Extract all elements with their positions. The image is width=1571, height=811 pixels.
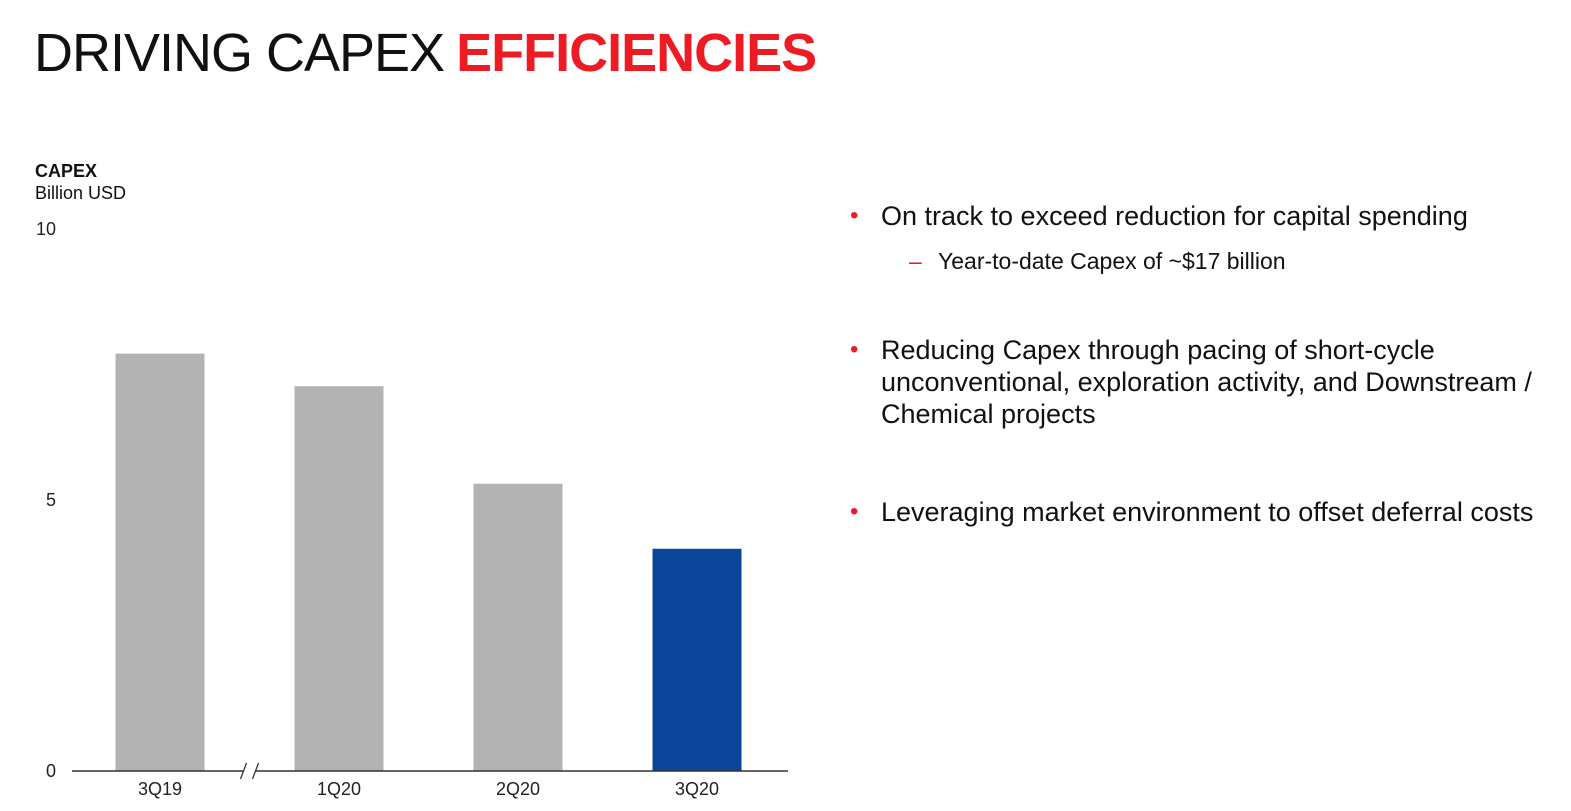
x-tick-label: 2Q20 [496,779,540,799]
bullet-item: • On track to exceed reduction for capit… [850,200,1550,232]
bullet-item: • Leveraging market environment to offse… [850,496,1550,528]
y-tick-label: 0 [46,761,56,781]
x-tick-label: 3Q20 [675,779,719,799]
bar-1q20 [294,386,384,771]
title-accent-text: EFFICIENCIES [456,23,817,83]
bullet-item: • Reducing Capex through pacing of short… [850,334,1550,430]
bar-3q19 [115,353,205,771]
capex-bar-chart: 3Q19 1Q20 2Q20 3Q20 0 5 10 [36,219,788,799]
bullet-dot-icon: • [850,202,859,229]
bar-3q20 [652,548,742,771]
bar-2q20 [473,483,563,771]
axis-break-gap [243,768,256,774]
slide-title: DRIVING CAPEX EFFICIENCIES [34,22,817,84]
dash-icon: – [909,248,922,274]
bullet-dot-icon: • [850,336,859,363]
y-tick-label: 10 [36,219,56,239]
y-tick-label: 5 [46,490,56,510]
x-tick-label: 1Q20 [317,779,361,799]
bullet-text: Leveraging market environment to offset … [881,497,1534,527]
bullet-dot-icon: • [850,498,859,525]
chart-caption: CAPEX Billion USD [35,160,126,204]
chart-title: CAPEX [35,161,98,181]
sub-bullet-text: Year-to-date Capex of ~$17 billion [938,248,1286,274]
bullet-list: • On track to exceed reduction for capit… [850,200,1550,528]
sub-bullet-item: – Year-to-date Capex of ~$17 billion [909,246,1550,276]
title-normal-text: DRIVING CAPEX [34,23,445,83]
axis-break-mark [239,762,248,780]
bullet-text: On track to exceed reduction for capital… [881,201,1468,231]
chart-unit-label: Billion USD [35,183,127,203]
axis-break-mark [251,762,260,780]
bullet-text: Reducing Capex through pacing of short-c… [881,335,1532,429]
x-tick-label: 3Q19 [138,779,182,799]
